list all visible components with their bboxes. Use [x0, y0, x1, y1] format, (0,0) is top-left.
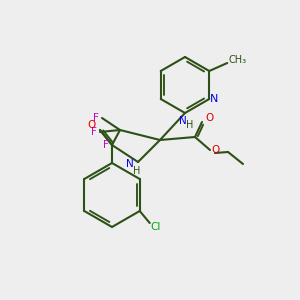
Text: Cl: Cl [151, 222, 161, 232]
Text: N: N [178, 116, 186, 127]
Text: O: O [205, 113, 213, 123]
Text: F: F [93, 113, 99, 123]
Text: H: H [186, 119, 193, 130]
Text: CH₃: CH₃ [228, 55, 246, 65]
Text: O: O [88, 120, 96, 130]
Text: N: N [126, 159, 134, 169]
Text: F: F [91, 127, 97, 137]
Text: H: H [133, 166, 141, 176]
Text: O: O [212, 145, 220, 155]
Text: N: N [210, 94, 218, 104]
Text: F: F [103, 140, 109, 150]
